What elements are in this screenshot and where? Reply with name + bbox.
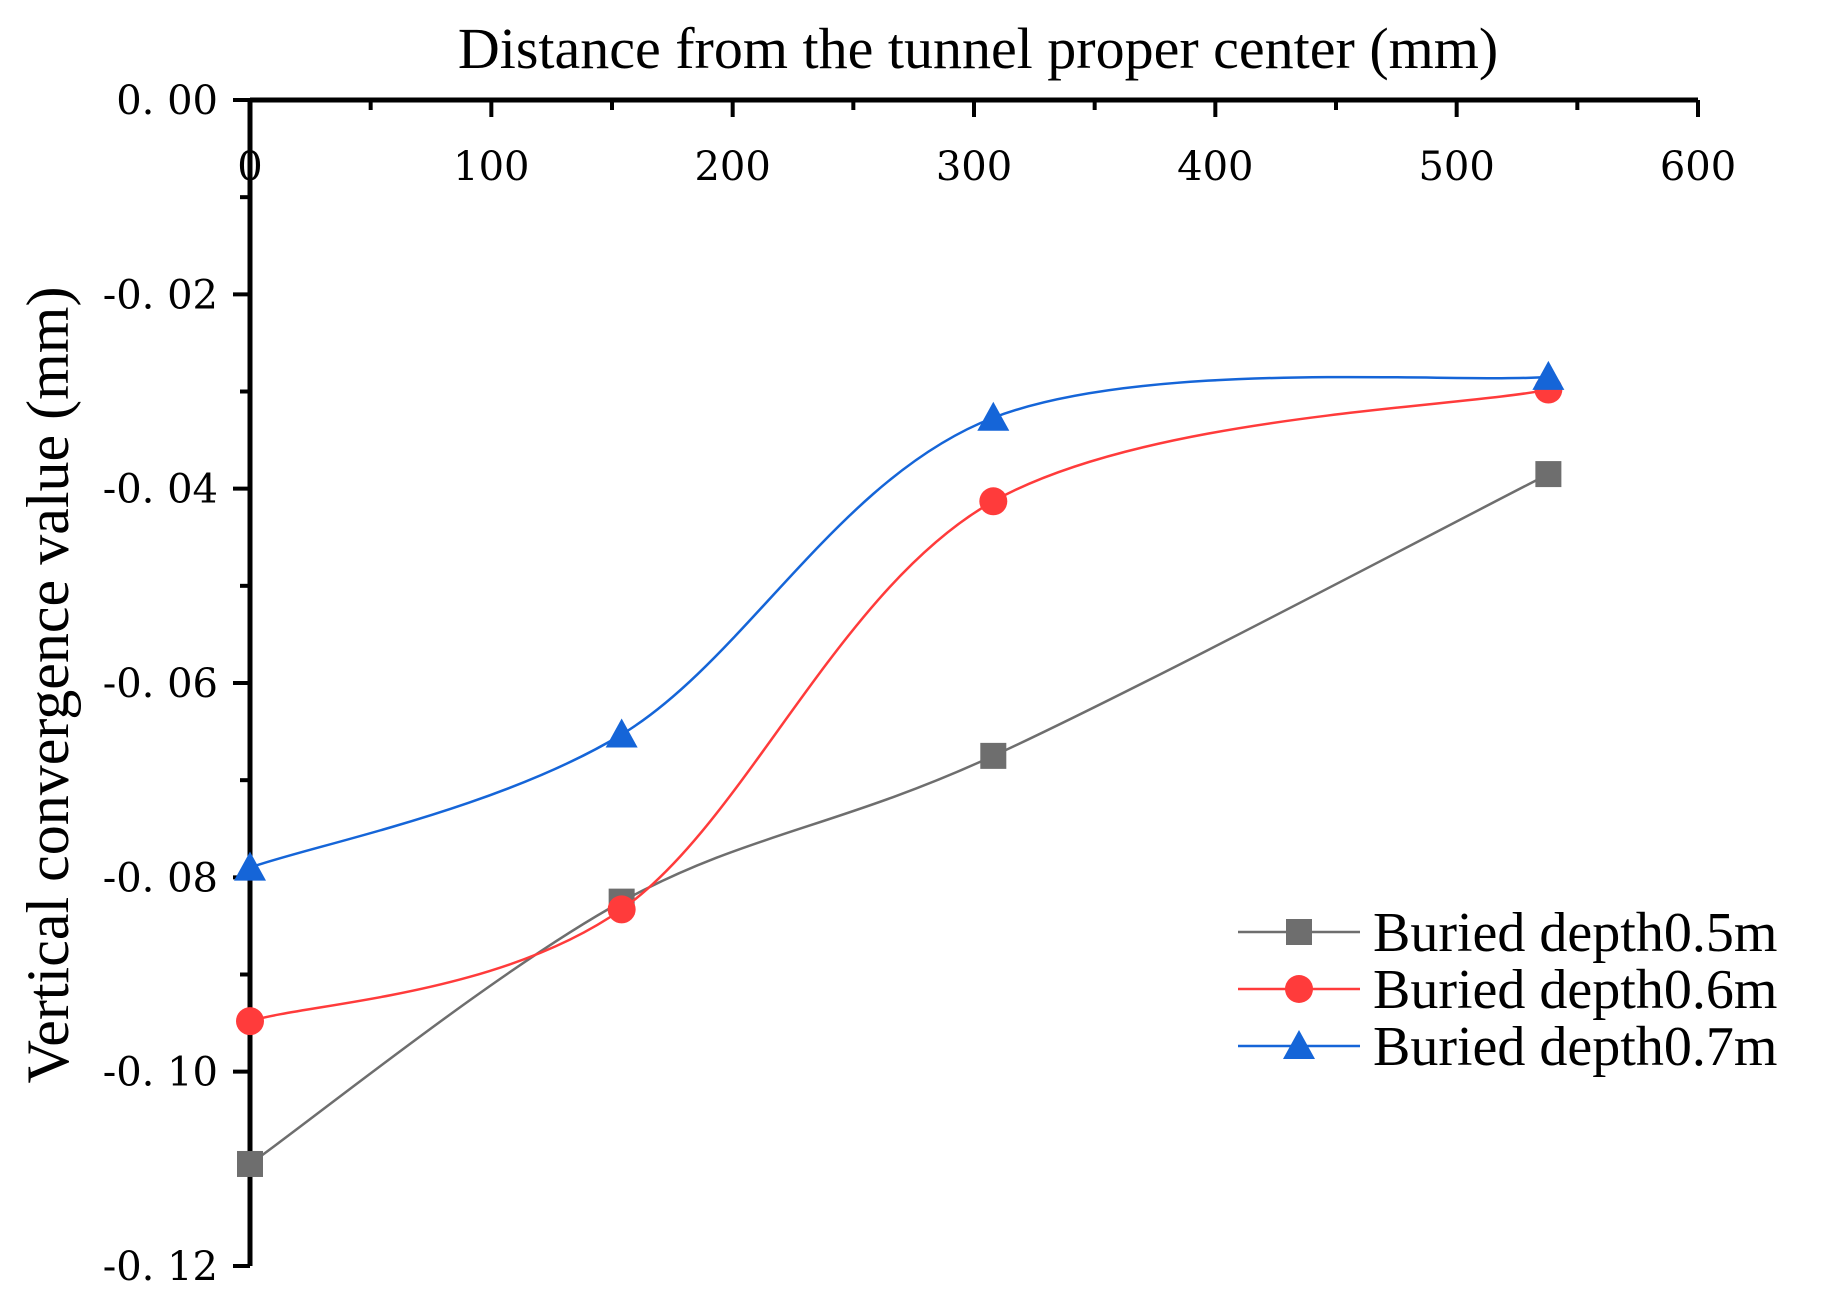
axes (247, 97, 1698, 1266)
legend-marker (1285, 975, 1313, 1003)
data-point (1532, 360, 1565, 390)
data-point (605, 718, 638, 748)
x-tick-label: 300 (936, 144, 1012, 190)
y-tick-label: -0. 08 (103, 855, 218, 901)
legend-item: Buried depth0.6m (1238, 959, 1777, 1021)
y-tick-label: -0. 02 (103, 272, 218, 318)
data-point (979, 487, 1008, 516)
legend-label: Buried depth0.6m (1373, 959, 1777, 1021)
data-point (1535, 461, 1562, 488)
series-line (249, 388, 1549, 1023)
x-axis-title: Distance from the tunnel proper center (… (458, 16, 1498, 81)
data-point (607, 895, 636, 924)
data-point (237, 1150, 263, 1177)
series-3 (234, 360, 1565, 881)
y-ticks: 0. 00 -0. 02 -0. 04 -0. 06 -0. 08 -0. 10 -0. 1… (103, 78, 250, 1290)
y-tick-label: 0. 00 (116, 78, 218, 124)
legend-item: Buried depth0.7m (1238, 1016, 1777, 1078)
x-tick-label: 200 (694, 144, 770, 190)
legend-label: Buried depth0.7m (1373, 1016, 1777, 1078)
x-tick-label: 400 (1177, 144, 1253, 190)
data-point (234, 851, 266, 881)
x-tick-label: 500 (1418, 144, 1494, 190)
legend-label: Buried depth0.5m (1373, 902, 1777, 964)
y-tick-label: -0. 10 (103, 1050, 218, 1096)
series-line (249, 375, 1549, 869)
x-tick-label: 0 (237, 144, 262, 190)
x-tick-label: 600 (1660, 144, 1736, 190)
y-tick-label: -0. 06 (103, 661, 218, 707)
data-point (977, 401, 1010, 431)
x-tick-label: 100 (453, 144, 529, 190)
series-1 (237, 461, 1562, 1177)
series-2 (236, 375, 1563, 1036)
y-tick-label: -0. 04 (103, 467, 218, 513)
series-line (249, 472, 1549, 1165)
y-axis-title: Vertical convergence value (mm) (15, 287, 81, 1084)
data-point (236, 1007, 264, 1036)
legend-marker (1283, 1030, 1315, 1059)
x-ticks: 0 100 200 300 400 500 600 (237, 100, 1736, 190)
y-tick-label: -0. 12 (103, 1244, 218, 1290)
data-point (980, 742, 1007, 769)
legend-item: Buried depth0.5m (1238, 902, 1777, 964)
legend-marker (1286, 919, 1312, 945)
plot-series (234, 360, 1565, 1177)
